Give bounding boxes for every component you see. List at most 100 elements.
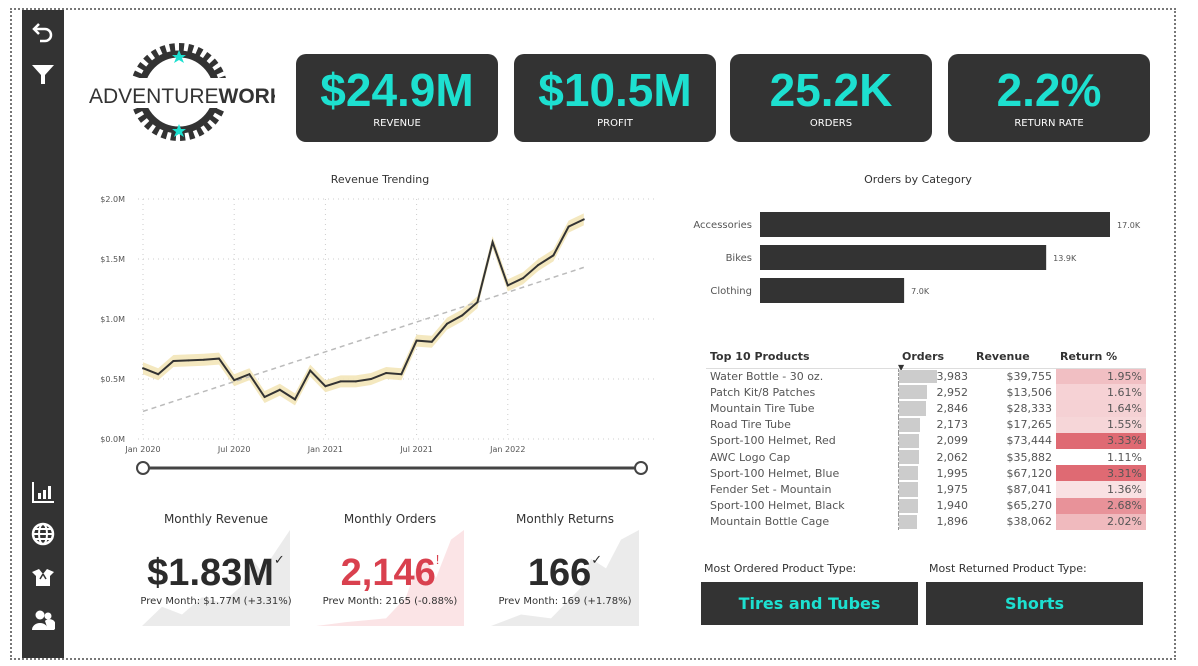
check-icon: ✓ (591, 552, 603, 567)
orders-header-label: Orders (902, 350, 945, 364)
product-name: Fender Set - Mountain (710, 482, 832, 496)
orders-databar (898, 433, 919, 448)
orders-value: 1,896 (936, 515, 969, 529)
product-name: Patch Kit/8 Patches (710, 385, 816, 399)
top-products-table: Top 10 Products Orders ▼ Revenue Return %… (706, 346, 1146, 530)
revenue-cell: $73,444 (1006, 434, 1053, 448)
data-point (385, 372, 388, 374)
slider-handle-start[interactable] (136, 461, 150, 475)
table-row[interactable]: Water Bottle - 30 oz. 3,983 $39,755 1.95% (706, 368, 1146, 385)
table-row[interactable]: AWC Logo Cap 2,062 $35,882 1.11% (706, 448, 1146, 466)
return-cell: 3.33% (1056, 432, 1146, 449)
revenue-cell: $87,041 (1006, 482, 1053, 496)
data-point (400, 373, 403, 376)
back-arrow-icon[interactable] (31, 20, 55, 44)
most-returned-label: Most Returned Product Type: (929, 562, 1087, 575)
trend-line (142, 266, 585, 413)
y-tick-label: $2.0M (100, 195, 125, 204)
sort-desc-icon: ▼ (898, 362, 905, 372)
bar[interactable] (760, 212, 1110, 237)
monthly-card-prev: Prev Month: $1.77M (+3.31%) (140, 596, 292, 607)
x-tick-label: Jan 2020 (124, 445, 160, 454)
data-point (430, 340, 433, 343)
sparkline-background (316, 530, 464, 626)
kpi-card-profit[interactable]: $10.5M PROFIT (514, 54, 716, 142)
orders-cell: 2,846 (897, 400, 972, 417)
monthly-card-prev: Prev Month: 169 (+1.78%) (498, 596, 632, 607)
sparkline-background (491, 530, 639, 626)
slider-handle-end[interactable] (634, 461, 648, 475)
col-return[interactable]: Return % (1056, 346, 1146, 369)
report-canvas (10, 8, 1176, 660)
table-row[interactable]: Road Tire Tube 2,173 $17,265 1.55% (706, 416, 1146, 433)
table-row[interactable]: Patch Kit/8 Patches 2,952 $13,506 1.61% (706, 384, 1146, 401)
table-row[interactable]: Sport-100 Helmet, Black 1,940 $65,270 2.68% (706, 497, 1146, 514)
revenue-cell: $28,333 (1006, 401, 1053, 415)
data-point (552, 254, 555, 257)
globe-icon[interactable] (31, 522, 55, 546)
bar-value-label: 13.9K (1053, 254, 1077, 263)
adventureworks-logo: ADVENTUREWORKS (85, 42, 299, 142)
kpi-card-return-rate[interactable]: 2.2% RETURN RATE (948, 54, 1150, 142)
orders-databar (898, 514, 917, 529)
monthly-card-prev: Prev Month: 2165 (-0.88%) (322, 596, 458, 607)
monthly-value: 2,146 (340, 552, 436, 594)
return-cell: 1.95% (1056, 368, 1146, 385)
bar[interactable] (760, 245, 1047, 270)
box-icon[interactable] (31, 566, 55, 590)
data-point (370, 378, 372, 380)
data-point (491, 241, 494, 244)
data-point (157, 373, 160, 376)
monthly-card-value: 2,146! (300, 552, 480, 595)
bar[interactable] (760, 278, 905, 303)
product-name: Road Tire Tube (710, 418, 791, 432)
orders-databar (898, 385, 927, 400)
revenue-trending-title: Revenue Trending (330, 173, 430, 186)
revenue-cell: $67,120 (1006, 466, 1053, 480)
monthly-value: $1.83M (147, 552, 274, 594)
orders-databar (898, 498, 918, 513)
orders-databar (898, 466, 918, 481)
table-row[interactable]: Sport-100 Helmet, Blue 1,995 $67,120 3.31% (706, 465, 1146, 482)
table-row[interactable]: Sport-100 Helmet, Red 2,099 $73,444 3.33% (706, 432, 1146, 449)
data-point (537, 264, 540, 266)
product-name: Mountain Tire Tube (710, 401, 815, 415)
product-name: Sport-100 Helmet, Red (710, 434, 836, 448)
col-revenue[interactable]: Revenue (972, 346, 1056, 369)
monthly-card-title: Monthly Orders (343, 512, 437, 526)
forecast-band (143, 213, 584, 406)
filter-icon[interactable] (31, 62, 55, 86)
data-point (522, 277, 524, 280)
data-point (248, 373, 251, 376)
data-point (324, 385, 327, 388)
orders-value: 2,062 (936, 450, 969, 464)
table-row[interactable]: Mountain Bottle Cage 1,896 $38,062 2.02% (706, 513, 1146, 530)
orders-value: 3,983 (936, 369, 969, 383)
orders-databar (898, 482, 918, 497)
product-name: Water Bottle - 30 oz. (710, 369, 824, 383)
data-point (461, 314, 464, 317)
orders-value: 1,940 (936, 499, 969, 513)
table-row[interactable]: Mountain Tire Tube 2,846 $28,333 1.64% (706, 400, 1146, 417)
bar-value-label: 17.0K (1117, 221, 1141, 230)
orders-cell: 1,975 (897, 481, 972, 498)
most-returned-value: Shorts (926, 582, 1143, 625)
kpi-card-revenue[interactable]: $24.9M REVENUE (296, 54, 498, 142)
return-cell: 1.36% (1056, 481, 1146, 498)
col-product[interactable]: Top 10 Products (706, 346, 898, 369)
product-name: Sport-100 Helmet, Blue (710, 466, 840, 480)
orders-value: 1,975 (936, 482, 969, 496)
return-cell: 1.11% (1107, 450, 1142, 464)
return-cell: 3.31% (1056, 465, 1146, 482)
col-orders[interactable]: Orders ▼ (898, 346, 972, 372)
kpi-card-orders[interactable]: 25.2K ORDERS (730, 54, 932, 142)
data-point (172, 360, 175, 362)
users-icon[interactable] (31, 608, 55, 632)
table-row[interactable]: Fender Set - Mountain 1,975 $87,041 1.36% (706, 481, 1146, 498)
x-tick-label: Jul 2021 (399, 445, 433, 454)
kpi-value: $10.5M (538, 64, 692, 116)
kpi-value: 2.2% (996, 64, 1102, 116)
data-point (476, 301, 479, 304)
bar-chart-icon[interactable] (31, 480, 55, 504)
data-point (582, 218, 585, 221)
